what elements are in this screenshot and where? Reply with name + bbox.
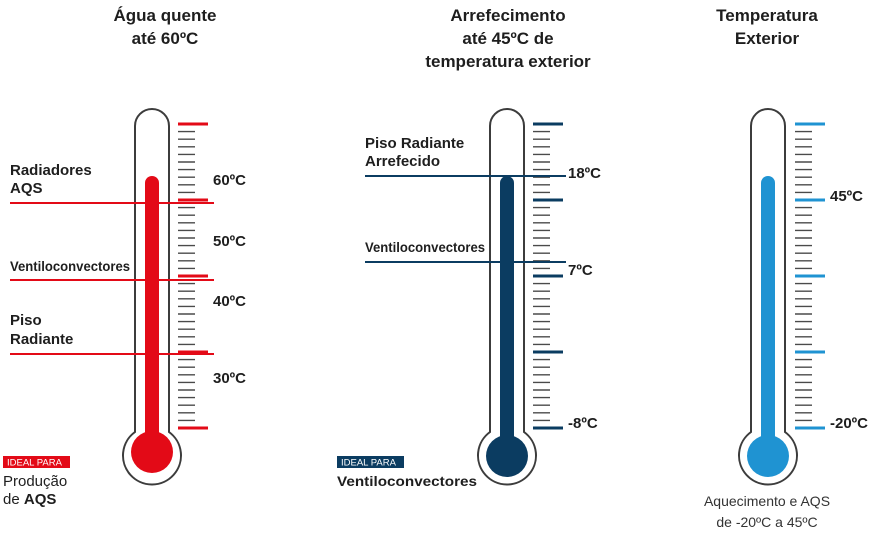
scale-label-60: 60ºC <box>213 172 246 189</box>
badge-text: IDEAL PARA <box>7 458 63 469</box>
column-outdoor: Temperatura Exterior 45ºC -20ºC Aquecime… <box>704 6 868 530</box>
level-fan-coils: Ventiloconvectores <box>10 259 214 281</box>
footer-line-2: de -20ºC a 45ºC <box>716 514 817 530</box>
level-label: Ventiloconvectores <box>10 259 130 274</box>
ideal-for-badge: IDEAL PARA <box>337 456 404 469</box>
scale-labels: 60ºC 50ºC 40ºC 30ºC <box>213 172 246 387</box>
scale-label-40: 40ºC <box>213 293 246 310</box>
title-line-1: Arrefecimento <box>450 6 565 25</box>
level-radiators: Radiadores AQS <box>10 162 214 204</box>
title-line-2: Exterior <box>735 29 800 48</box>
level-cooled-underfloor: Piso Radiante Arrefecido <box>365 135 566 177</box>
level-underfloor: Piso Radiante <box>10 312 214 355</box>
scale-label-50: 50ºC <box>213 233 246 250</box>
title-line-3: temperatura exterior <box>425 52 591 71</box>
scale-label-minus-8: -8ºC <box>568 415 598 432</box>
title-line-2: até 45ºC de <box>462 29 553 48</box>
scale-labels: 45ºC -20ºC <box>830 188 868 432</box>
caption-line-2: de AQS <box>3 491 56 508</box>
thermometer-red <box>122 108 208 486</box>
scale-labels: 18ºC 7ºC -8ºC <box>568 165 601 432</box>
level-label: Ventiloconvectores <box>365 240 485 255</box>
column-hot-water: Água quente até 60ºC 60ºC 50ºC 40ºC 30ºC… <box>3 6 246 508</box>
title-line-1: Água quente <box>114 6 217 25</box>
title-line-1: Temperatura <box>716 6 818 25</box>
level-label-line-2: Arrefecido <box>365 153 440 170</box>
scale-label-45: 45ºC <box>830 188 863 205</box>
level-label-line-2: AQS <box>10 180 43 197</box>
ideal-for-badge: IDEAL PARA <box>3 456 70 469</box>
thermometer-navy <box>477 108 563 486</box>
caption-line-1: Ventiloconvectores <box>337 474 477 489</box>
footer-line-1: Aquecimento e AQS <box>704 493 830 509</box>
title-line-2: até 60ºC <box>132 29 199 48</box>
thermometer-blue <box>738 108 825 486</box>
level-label-line-2: Radiante <box>10 331 73 348</box>
scale-label-7: 7ºC <box>568 262 593 279</box>
badge-text: IDEAL PARA <box>341 458 397 469</box>
level-label-line-1: Piso Radiante <box>365 135 464 152</box>
level-label-line-1: Radiadores <box>10 162 92 179</box>
column-cooling: Arrefecimento até 45ºC de temperatura ex… <box>337 6 601 489</box>
scale-label-30: 30ºC <box>213 370 246 387</box>
level-fan-coils: Ventiloconvectores <box>365 240 566 263</box>
caption-line-1: Produção <box>3 473 67 490</box>
scale-label-18: 18ºC <box>568 165 601 182</box>
level-label-line-1: Piso <box>10 312 42 329</box>
scale-label-minus-20: -20ºC <box>830 415 868 432</box>
